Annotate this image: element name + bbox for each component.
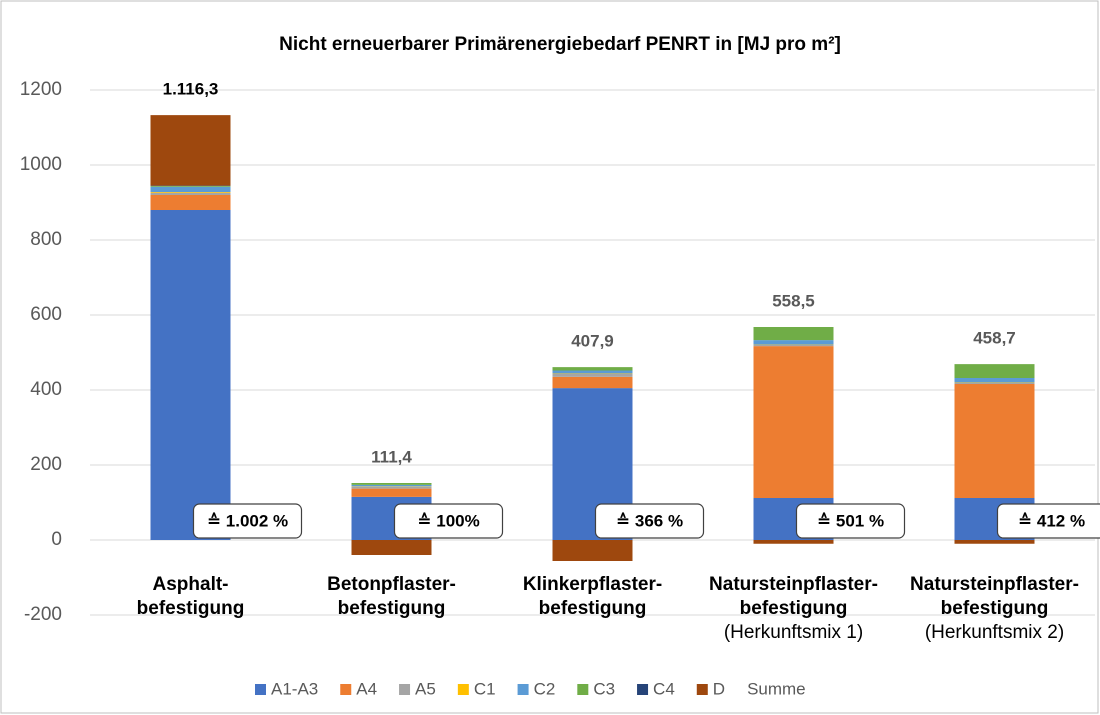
y-tick-label: 200	[30, 454, 62, 475]
bar-segment	[954, 364, 1035, 378]
legend-label: A1-A3	[271, 679, 318, 698]
x-tick-label: befestigung	[338, 598, 446, 619]
x-tick-label: Natursteinpflaster-	[910, 574, 1079, 595]
bar-segment	[954, 384, 1035, 498]
annotation: ≙ 1.002 %	[207, 511, 288, 530]
legend-swatch	[399, 684, 411, 695]
bar-segment	[150, 210, 231, 540]
legend-swatch	[696, 684, 708, 695]
bar-segment	[150, 192, 231, 195]
x-tick-label: Natursteinpflaster-	[709, 574, 878, 595]
bar-segment	[954, 540, 1035, 544]
legend-swatch	[255, 684, 266, 695]
x-tick-label: (Herkunftsmix 1)	[724, 622, 863, 643]
annotation-box	[594, 503, 705, 539]
bar-segment	[351, 486, 432, 489]
x-tick-label: befestigung	[941, 598, 1049, 619]
legend-swatch	[637, 684, 649, 695]
y-tick-label: 1000	[20, 154, 62, 175]
x-tick-label: befestigung	[539, 598, 647, 619]
annotation: ≙ 412 %	[1018, 511, 1085, 530]
bar-segment	[954, 378, 1035, 383]
x-tick-label: Betonpflaster-	[327, 574, 456, 595]
bar-segment	[552, 540, 633, 561]
bar-segment	[150, 186, 231, 187]
annotation: ≙ 100%	[417, 511, 479, 530]
legend-label: C3	[593, 679, 615, 698]
bar-segment	[753, 540, 834, 544]
legend-label: Summe	[747, 679, 806, 698]
bar-segment	[552, 370, 633, 374]
y-tick-label: 800	[30, 229, 62, 250]
total-label: 407,9	[571, 332, 614, 351]
bar-segment	[753, 340, 834, 345]
bar-segment	[954, 382, 1035, 384]
bar-segment	[150, 115, 231, 186]
legend-label: D	[713, 679, 725, 698]
legend-label: C2	[534, 679, 556, 698]
bar-segment	[351, 484, 432, 487]
annotation: ≙ 366 %	[616, 511, 683, 530]
bar-segment	[753, 345, 834, 347]
bar-segment	[150, 195, 231, 210]
annotation-box	[393, 503, 504, 539]
total-label: 558,5	[772, 291, 815, 310]
x-tick-label: Asphalt-	[153, 574, 229, 595]
x-tick-label: befestigung	[137, 598, 245, 619]
legend-label: A4	[356, 679, 377, 698]
bar-segment	[552, 376, 633, 389]
x-tick-label: befestigung	[740, 598, 848, 619]
y-tick-label: 600	[30, 304, 62, 325]
bar-segment	[753, 327, 834, 341]
legend-swatch	[457, 684, 469, 695]
chart-title: Nicht erneuerbarer Primärenergiebedarf P…	[279, 34, 841, 55]
bar-segment	[351, 540, 432, 555]
bar-segment	[351, 488, 432, 497]
annotation: ≙ 501 %	[817, 511, 884, 530]
x-tick-label: Klinkerpflaster-	[523, 574, 662, 595]
bar-segment	[351, 483, 432, 485]
y-tick-label: 1200	[20, 79, 62, 100]
bar-segment	[552, 373, 633, 377]
annotation-box	[996, 503, 1100, 539]
y-tick-label: 400	[30, 379, 62, 400]
legend-swatch	[340, 684, 352, 695]
annotation-box	[192, 503, 303, 539]
y-tick-label: -200	[24, 604, 62, 625]
total-label: 1.116,3	[163, 80, 219, 99]
bar-segment	[150, 186, 231, 192]
x-tick-label: (Herkunftsmix 2)	[925, 622, 1064, 643]
legend-label: C1	[474, 679, 496, 698]
legend-swatch	[517, 684, 529, 695]
bar-segment	[753, 346, 834, 498]
total-label: 458,7	[973, 329, 1016, 348]
legend-label: A5	[415, 679, 436, 698]
bar-segment	[150, 192, 231, 193]
legend-swatch	[577, 684, 589, 695]
legend-label: C4	[653, 679, 675, 698]
annotation-box	[795, 503, 906, 539]
bar-segment	[552, 367, 633, 371]
y-tick-label: 0	[51, 529, 62, 550]
total-label: 111,4	[371, 447, 412, 466]
